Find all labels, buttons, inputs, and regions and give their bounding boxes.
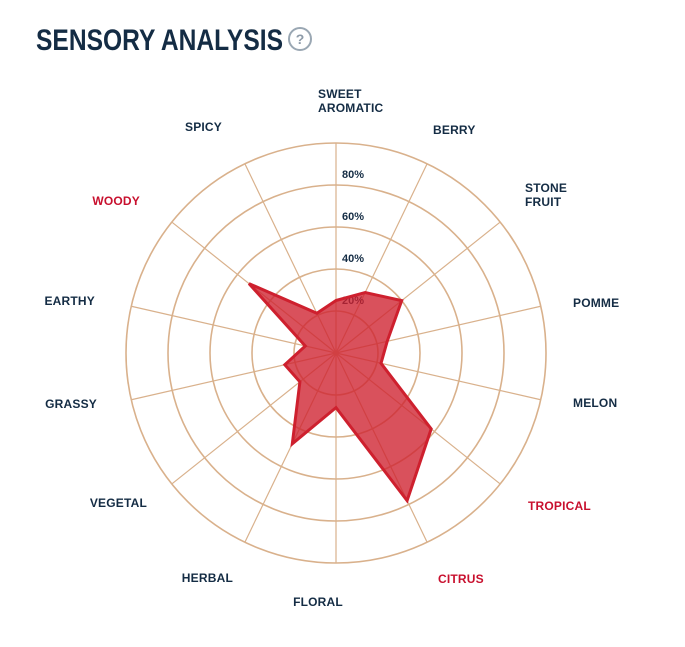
axis-label-herbal: HERBAL [182,571,233,585]
axis-label-tropical: TROPICAL [528,499,591,513]
axis-label-stone-fruit: STONE FRUIT [525,181,567,209]
axis-label-floral: FLORAL [293,595,343,609]
axis-label-earthy: EARTHY [44,294,95,308]
axis-label-pomme: POMME [573,296,619,310]
axis-label-berry: BERRY [433,123,476,137]
radar-data-polygon [247,282,433,504]
page-title: SENSORY ANALYSIS [36,24,283,57]
ring-label-40: 40% [342,253,364,265]
axis-label-citrus: CITRUS [438,572,484,586]
axis-label-melon: MELON [573,396,617,410]
ring-label-60: 60% [342,211,364,223]
help-icon[interactable]: ? [288,27,312,51]
axis-spoke-earthy [131,305,337,354]
question-mark-glyph: ? [295,31,305,47]
axis-label-grassy: GRASSY [45,397,97,411]
axis-label-spicy: SPICY [185,120,222,134]
axis-label-woody: WOODY [92,194,140,208]
axis-label-sweet-aromatic: SWEET AROMATIC [318,87,384,115]
axis-label-vegetal: VEGETAL [90,496,147,510]
ring-label-80: 80% [342,169,364,181]
